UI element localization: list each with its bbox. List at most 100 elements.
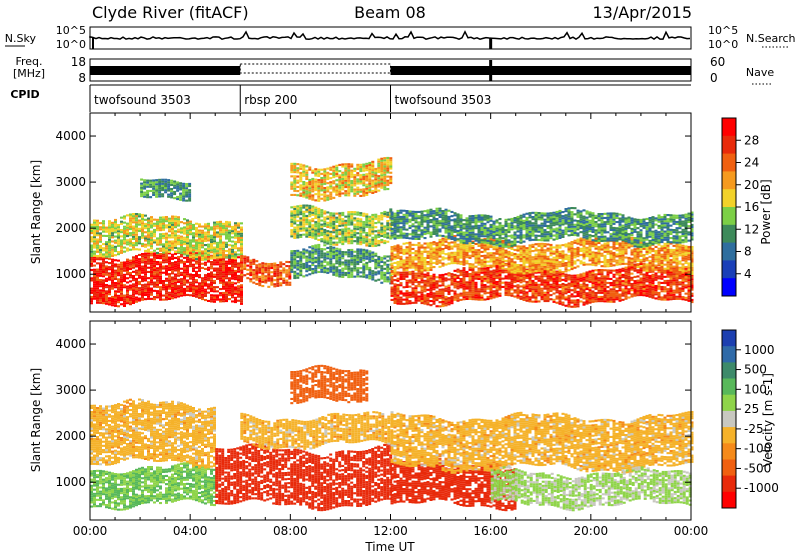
- range-cell: [144, 293, 147, 296]
- range-cell: [606, 281, 610, 284]
- range-cell: [380, 166, 384, 169]
- range-cell: [150, 273, 153, 276]
- range-cell: [195, 233, 198, 236]
- range-cell: [380, 170, 384, 173]
- range-cell: [576, 292, 580, 295]
- range-cell: [359, 267, 363, 270]
- range-cell: [261, 270, 265, 273]
- range-cell: [159, 237, 162, 240]
- range-cell: [402, 294, 406, 297]
- range-cell: [225, 281, 228, 284]
- range-cell: [192, 259, 195, 262]
- range-cell: [135, 233, 138, 236]
- range-cell: [528, 296, 532, 299]
- range-cell: [240, 292, 243, 295]
- range-cell: [630, 283, 634, 286]
- range-cell: [96, 234, 99, 237]
- range-cell: [353, 178, 357, 181]
- range-cell: [408, 291, 412, 294]
- range-cell: [249, 263, 253, 266]
- range-cell: [570, 295, 574, 298]
- range-cell: [204, 237, 207, 240]
- range-cell: [135, 239, 138, 242]
- range-cell: [222, 298, 225, 301]
- range-cell: [302, 225, 306, 228]
- range-cell: [675, 291, 679, 294]
- range-cell: [293, 236, 297, 239]
- range-cell: [447, 297, 451, 300]
- range-cell: [627, 269, 631, 272]
- range-cell: [405, 252, 409, 255]
- range-cell: [420, 287, 424, 290]
- range-cell: [129, 303, 132, 306]
- range-cell: [117, 228, 120, 231]
- range-cell: [356, 238, 360, 241]
- range-cell: [246, 268, 250, 271]
- range-cell: [383, 233, 387, 236]
- range-cell: [414, 266, 418, 269]
- range-cell: [129, 217, 132, 220]
- range-cell: [642, 290, 646, 293]
- range-cell: [290, 224, 294, 227]
- range-cell: [108, 288, 111, 291]
- range-cell: [317, 193, 321, 196]
- range-cell: [201, 240, 204, 243]
- range-cell: [222, 229, 225, 232]
- range-cell: [405, 260, 409, 263]
- range-cell: [317, 211, 321, 214]
- range-cell: [690, 286, 694, 289]
- range-cell: [435, 244, 439, 247]
- range-cell: [408, 243, 412, 246]
- range-cell: [231, 277, 234, 280]
- range-cell: [350, 190, 354, 193]
- range-cell: [314, 216, 318, 219]
- range-cell: [114, 282, 117, 285]
- range-cell: [282, 271, 286, 274]
- range-cell: [180, 280, 183, 283]
- range-cell: [386, 276, 390, 279]
- range-cell: [359, 248, 363, 251]
- range-cell: [171, 295, 174, 298]
- range-cell: [105, 294, 108, 297]
- range-cell: [183, 240, 186, 243]
- range-cell: [153, 224, 156, 227]
- range-cell: [350, 255, 354, 258]
- range-cell: [350, 173, 354, 176]
- range-cell: [374, 261, 378, 264]
- range-cell: [504, 281, 508, 284]
- range-cell: [141, 257, 144, 260]
- range-cell: [389, 225, 393, 228]
- range-cell: [305, 223, 309, 226]
- range-cell: [219, 227, 222, 230]
- range-cell: [332, 231, 336, 234]
- range-cell: [450, 281, 454, 284]
- range-cell: [237, 291, 240, 294]
- range-cell: [177, 293, 180, 296]
- range-cell: [377, 258, 381, 261]
- freq-left-label-2: [MHz]: [13, 67, 45, 80]
- range-cell: [216, 275, 219, 278]
- range-cell: [380, 228, 384, 231]
- range-cell: [96, 283, 99, 286]
- range-cell: [213, 250, 216, 253]
- range-cell: [198, 261, 201, 264]
- range-cell: [170, 181, 174, 184]
- range-cell: [459, 244, 463, 247]
- range-cell: [150, 277, 153, 280]
- range-cell: [99, 285, 102, 288]
- range-cell: [201, 281, 204, 284]
- range-cell: [228, 252, 231, 255]
- range-cell: [426, 252, 430, 255]
- range-cell: [108, 226, 111, 229]
- range-cell: [219, 229, 222, 232]
- range-cell: [386, 175, 390, 178]
- range-cell: [609, 296, 613, 299]
- range-cell: [341, 224, 345, 227]
- range-cell: [332, 222, 336, 225]
- range-cell: [204, 233, 207, 236]
- range-cell: [323, 264, 327, 267]
- range-cell: [585, 283, 589, 286]
- range-cell: [519, 289, 523, 292]
- range-cell: [390, 288, 394, 291]
- range-cell: [453, 280, 457, 283]
